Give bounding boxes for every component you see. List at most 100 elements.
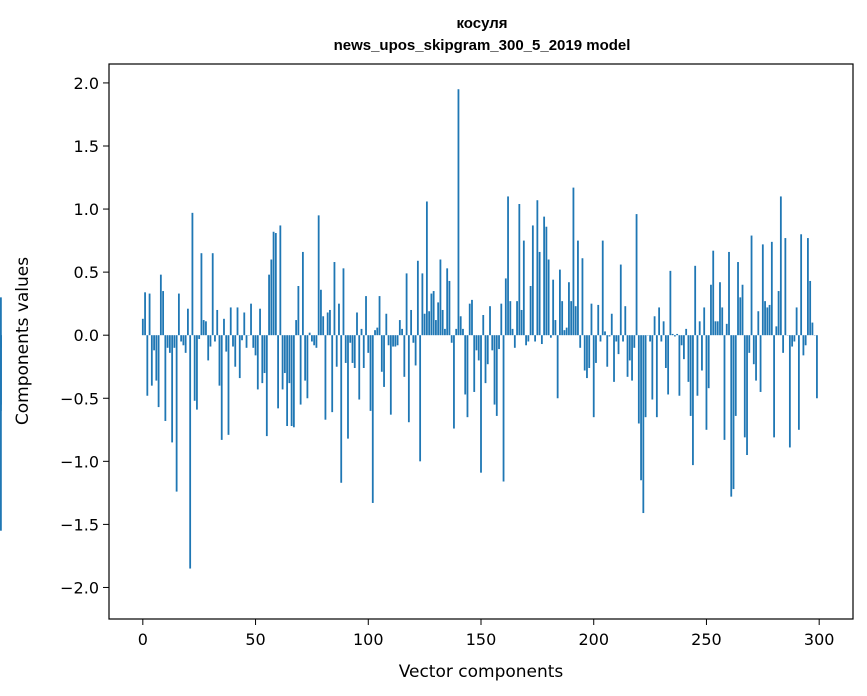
bar-135 — [446, 268, 449, 336]
y-tick-label: 2.0 — [74, 74, 99, 93]
bar-271 — [752, 335, 755, 365]
bar-18 — [182, 335, 185, 346]
bar-276 — [764, 301, 766, 336]
bar-146 — [471, 299, 473, 336]
bar-1 — [144, 292, 146, 336]
bar-179 — [545, 226, 548, 336]
bar-87 — [338, 303, 340, 336]
bar-225 — [649, 335, 651, 342]
bar-232 — [664, 335, 667, 368]
bar-219 — [635, 214, 638, 336]
bar-83 — [329, 309, 331, 336]
bar-283 — [779, 196, 782, 336]
bar-141 — [459, 316, 462, 336]
bar-54 — [263, 335, 266, 374]
y-tick-label: −2.0 — [60, 578, 99, 597]
bar-81 — [324, 335, 327, 420]
bar-216 — [628, 335, 631, 361]
y-tick-label: −0.5 — [60, 389, 99, 408]
bar-80 — [322, 316, 325, 336]
bar-132 — [439, 259, 442, 336]
bar-168 — [520, 309, 523, 336]
bar-209 — [613, 335, 615, 382]
bar-0 — [141, 318, 144, 336]
bar-82 — [326, 312, 329, 336]
bar-2 — [146, 335, 149, 396]
bar-46 — [245, 335, 248, 348]
bar-40 — [232, 335, 234, 347]
chart-title: косуля — [456, 15, 507, 32]
bar-102 — [371, 335, 374, 503]
bar-258 — [723, 335, 726, 440]
bar-297 — [811, 322, 814, 336]
bar-170 — [525, 335, 527, 346]
bar-43 — [238, 335, 241, 379]
bar-118 — [407, 335, 410, 423]
bar-240 — [683, 335, 685, 360]
bar-96 — [358, 335, 361, 400]
y-tick-label: 1.5 — [74, 137, 99, 156]
bar-79 — [320, 289, 322, 336]
bar-206 — [606, 335, 609, 367]
bar-92 — [349, 335, 352, 343]
bar-60 — [277, 335, 279, 409]
bar-149 — [477, 335, 480, 361]
bar-9 — [162, 291, 165, 336]
bar-278 — [768, 304, 771, 336]
x-tick-label: 250 — [691, 630, 722, 649]
bar-281 — [775, 326, 778, 336]
bar-24 — [196, 335, 198, 410]
bar-294 — [804, 335, 807, 346]
bar-50 — [254, 335, 257, 356]
bar-243 — [689, 335, 692, 416]
bar-33 — [216, 309, 219, 336]
bar-296 — [809, 280, 812, 336]
bar-104 — [376, 327, 379, 336]
bar-214 — [624, 306, 627, 336]
x-axis-ticks: 0 50 100 150 200 250 300 — [138, 619, 834, 649]
bar-48 — [250, 303, 252, 336]
bar-274 — [759, 335, 762, 392]
bar-13 — [171, 335, 174, 443]
bar-116 — [403, 335, 406, 377]
bar-252 — [710, 284, 712, 336]
bar-72 — [304, 335, 307, 381]
bar-105 — [378, 296, 381, 336]
bar-257 — [721, 307, 724, 336]
bar-176 — [538, 251, 541, 336]
bar-75 — [311, 335, 313, 342]
bar-181 — [549, 335, 552, 338]
bar-35 — [220, 335, 223, 440]
bar-28 — [205, 321, 207, 336]
bar-264 — [737, 262, 739, 336]
bar-113 — [396, 335, 399, 346]
bar-21 — [189, 335, 192, 569]
bar-268 — [746, 335, 748, 456]
bar-58 — [272, 231, 275, 336]
bar-133 — [441, 309, 444, 336]
bar-131 — [437, 302, 440, 336]
bar-161 — [504, 278, 507, 336]
bar-164 — [511, 328, 514, 336]
bar-69 — [297, 286, 300, 336]
y-tick-label: 0.5 — [74, 263, 99, 282]
bar-186 — [561, 301, 564, 336]
bar-183 — [554, 320, 557, 336]
x-tick-label: 150 — [466, 630, 497, 649]
bar-262 — [732, 335, 735, 490]
bar-77 — [315, 335, 318, 348]
bar-143 — [464, 335, 467, 395]
bar-undefined — [0, 335, 2, 405]
bar-26 — [200, 253, 203, 336]
bar-119 — [410, 309, 413, 336]
bar-203 — [599, 335, 602, 342]
bar-14 — [173, 335, 176, 348]
bar-288 — [791, 335, 794, 347]
bar-167 — [518, 204, 521, 336]
bar-124 — [421, 273, 424, 336]
bar-55 — [265, 335, 268, 437]
bar-222 — [642, 335, 645, 514]
bar-162 — [507, 196, 509, 336]
bar-70 — [299, 335, 302, 405]
bar-57 — [270, 259, 273, 336]
